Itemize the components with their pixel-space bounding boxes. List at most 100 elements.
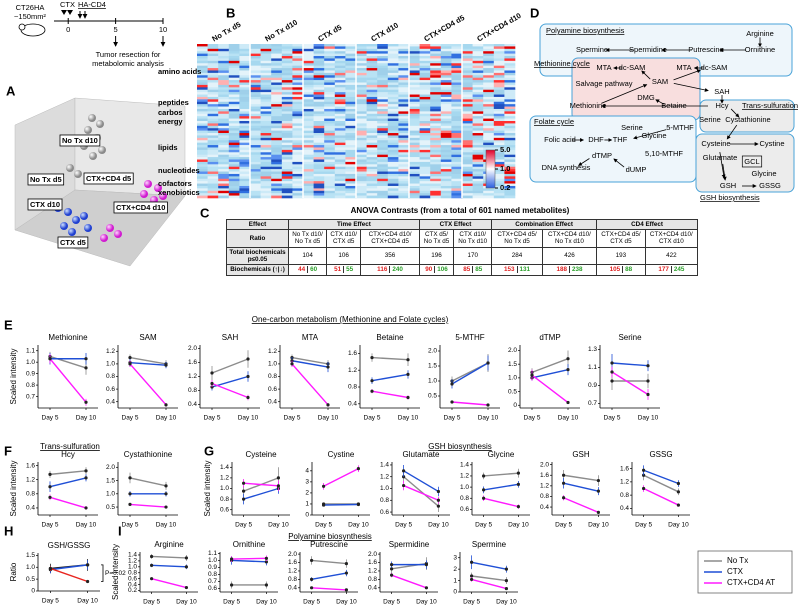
heatmap-cell xyxy=(440,101,452,105)
heatmap-cell xyxy=(356,178,367,182)
heatmap-cell xyxy=(409,161,420,165)
series-line xyxy=(403,484,439,501)
heatmap-cell xyxy=(409,113,420,117)
heatmap-cell xyxy=(366,108,378,112)
heatmap-cell xyxy=(451,46,463,50)
heatmap-cell xyxy=(387,101,399,105)
x-tick-label: Day 10 xyxy=(318,415,339,422)
heatmap-cell xyxy=(281,164,293,168)
heatmap-column-label: CTX d5 xyxy=(316,23,343,44)
heatmap-cell xyxy=(228,133,240,136)
heatmap-cell xyxy=(260,92,272,95)
heatmap-cell xyxy=(313,145,325,148)
heatmap-cell xyxy=(313,104,325,107)
heatmap-cell xyxy=(409,130,420,134)
heatmap-cell xyxy=(292,108,304,112)
heatmap-cell xyxy=(387,94,399,98)
heatmap-cell xyxy=(313,56,325,59)
heatmap-cell xyxy=(430,176,442,180)
heatmap-cell xyxy=(451,121,463,124)
heatmap-cell xyxy=(239,157,251,160)
heatmap-cell xyxy=(483,193,495,196)
heatmap-cell xyxy=(228,185,240,189)
y-tick-label: 0.4 xyxy=(348,401,357,408)
heatmap-cell xyxy=(324,53,336,57)
data-point xyxy=(48,495,52,499)
heatmap-cell xyxy=(218,173,230,177)
heatmap-cell xyxy=(504,176,516,180)
heatmap-cell xyxy=(218,142,230,146)
data-point xyxy=(164,505,168,509)
heatmap-cell xyxy=(472,44,484,47)
heatmap-cell xyxy=(260,99,272,103)
heatmap-cell xyxy=(398,72,410,76)
heatmap-cell xyxy=(292,75,304,78)
pathway-node: Cystine xyxy=(759,139,784,148)
heatmap-cell xyxy=(398,46,410,50)
heatmap-cell xyxy=(419,176,431,180)
heatmap-cell xyxy=(197,99,208,103)
heatmap-cell xyxy=(218,65,230,69)
heatmap-cell xyxy=(504,53,516,57)
heatmap-cell xyxy=(292,48,304,52)
heatmap-cell xyxy=(430,173,442,177)
pathway-box xyxy=(699,99,795,133)
data-point xyxy=(470,560,474,564)
heatmap-cell xyxy=(324,101,336,105)
heatmap-cell xyxy=(430,82,442,86)
heatmap-cell xyxy=(409,82,420,86)
y-tick-label: 1.0 xyxy=(106,491,115,498)
heatmap-cell xyxy=(356,140,367,143)
y-axis-label: Scaled intensity xyxy=(203,460,212,516)
heatmap-cell xyxy=(197,188,208,192)
heatmap-cell xyxy=(197,63,208,66)
heatmap-cell xyxy=(313,80,325,83)
heatmap-cell xyxy=(440,106,452,110)
heatmap-cell xyxy=(281,63,293,66)
heatmap-cell xyxy=(334,96,346,100)
pathway-arrow xyxy=(601,84,648,104)
heatmap-cell xyxy=(271,48,283,52)
heatmap-cell xyxy=(313,137,325,141)
data-point xyxy=(646,364,650,368)
y-tick-label: 1.6 xyxy=(368,559,377,566)
heatmap-cell xyxy=(207,99,219,103)
heatmap-cell xyxy=(228,142,240,146)
pathway-node: 5,10-MTHF xyxy=(645,149,683,158)
heatmap-cell xyxy=(398,44,410,47)
heatmap-cell xyxy=(324,195,336,199)
heatmap-cell xyxy=(356,176,367,180)
heatmap-cell xyxy=(451,130,463,134)
heatmap-cell xyxy=(504,166,516,170)
panel-label: F xyxy=(4,443,12,458)
chart-title: GSH xyxy=(572,450,590,459)
heatmap-cell xyxy=(197,72,208,76)
pathway-section: GSH biosynthesis xyxy=(700,193,760,202)
ratio-cell: CTX+CD4 d5/ CTX d5 xyxy=(596,229,646,248)
heatmap-cell xyxy=(398,80,410,83)
heatmap-cell xyxy=(451,135,463,139)
heatmap-cell xyxy=(313,130,325,134)
heatmap-cell xyxy=(218,60,230,64)
heatmap-cell xyxy=(398,135,410,139)
data-point xyxy=(276,484,280,488)
heatmap-cell xyxy=(356,193,367,196)
heatmap-cell xyxy=(228,178,240,182)
heatmap-cell xyxy=(356,169,367,172)
heatmap-cell xyxy=(462,101,473,105)
heatmap-cell xyxy=(409,188,420,192)
heatmap-cell xyxy=(504,56,516,59)
series-line xyxy=(323,468,359,487)
heatmap-cell xyxy=(356,121,367,124)
heatmap-cell xyxy=(493,80,505,83)
heatmap-cell xyxy=(260,176,272,180)
heatmap-cell xyxy=(493,82,505,86)
heatmap-cell xyxy=(271,159,283,163)
heatmap-cell xyxy=(218,154,230,158)
heatmap-cell xyxy=(377,181,389,184)
heatmap-cell xyxy=(313,195,325,199)
heatmap-cell xyxy=(334,166,346,170)
heatmap-cell xyxy=(462,44,473,47)
x-tick-label: Day 5 xyxy=(315,522,332,529)
heatmap-cell xyxy=(281,87,293,91)
